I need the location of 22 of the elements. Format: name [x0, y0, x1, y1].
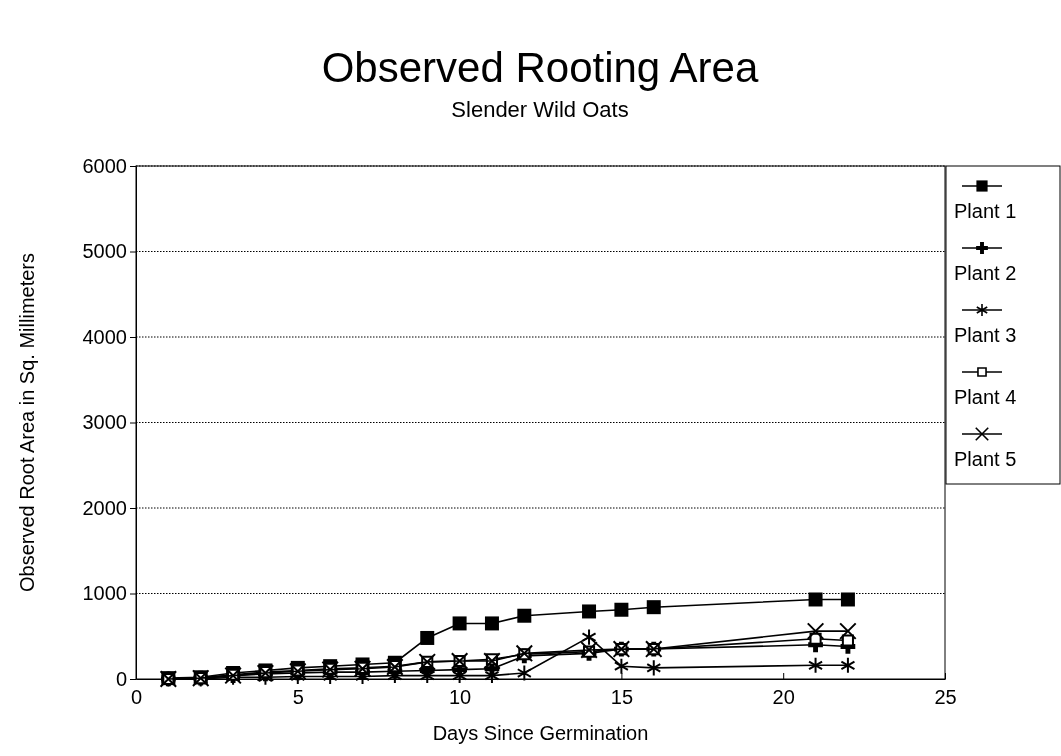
chart-title: Observed Rooting Area — [321, 44, 759, 91]
chart-subtitle: Slender Wild Oats — [451, 97, 629, 122]
legend-label: Plant 2 — [954, 262, 1017, 284]
y-tick-label: 3000 — [82, 411, 127, 434]
x-tick-label: 10 — [448, 686, 472, 708]
legend-label: Plant 1 — [954, 200, 1017, 222]
x-tick-label: 15 — [610, 686, 634, 708]
legend-label: Plant 5 — [954, 448, 1017, 470]
x-tick-label: 5 — [292, 686, 304, 708]
legend-label: Plant 4 — [954, 386, 1017, 408]
y-tick-label: 0 — [115, 667, 127, 690]
x-axis-title: Days Since Germination — [432, 722, 649, 744]
y-tick-label: 1000 — [82, 582, 127, 605]
y-tick-label: 4000 — [82, 325, 127, 348]
y-tick-label: 2000 — [82, 496, 127, 519]
legend-label: Plant 3 — [954, 324, 1017, 346]
x-tick-label: 25 — [934, 686, 957, 708]
x-tick-label: 0 — [130, 686, 143, 708]
y-tick-label: 5000 — [82, 240, 127, 263]
y-axis-title: Observed Root Area in Sq. Millimeters — [16, 252, 38, 593]
x-tick-label: 20 — [772, 686, 795, 708]
y-tick-label: 6000 — [82, 154, 127, 177]
